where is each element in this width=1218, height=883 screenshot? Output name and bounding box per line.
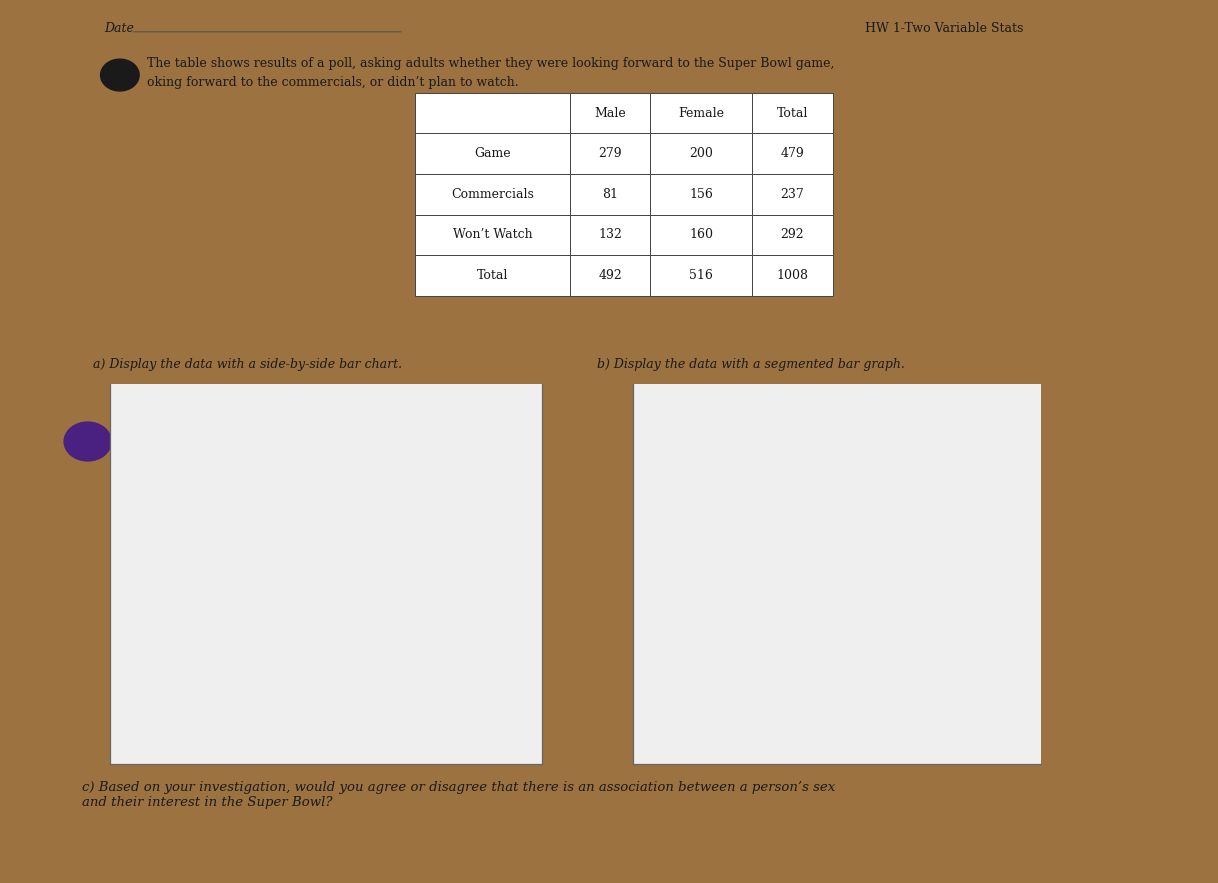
FancyBboxPatch shape [753,255,833,296]
FancyBboxPatch shape [414,93,570,133]
Text: Game: Game [474,147,510,160]
Text: HW 1-Two Variable Stats: HW 1-Two Variable Stats [865,22,1023,35]
Text: a) Display the data with a side-by-side bar chart.: a) Display the data with a side-by-side … [93,358,402,371]
Text: 160: 160 [689,229,714,241]
Text: 81: 81 [602,188,619,200]
Text: Date: Date [104,22,134,35]
Text: Female: Female [678,107,725,119]
Circle shape [101,59,139,91]
Text: 492: 492 [598,269,622,282]
FancyBboxPatch shape [753,133,833,174]
Text: Total: Total [476,269,508,282]
FancyBboxPatch shape [650,133,753,174]
Text: 479: 479 [781,147,804,160]
FancyBboxPatch shape [753,215,833,255]
Text: 1008: 1008 [776,269,809,282]
FancyBboxPatch shape [570,174,650,215]
Text: b) Display the data with a segmented bar graph.: b) Display the data with a segmented bar… [597,358,905,371]
Text: 279: 279 [598,147,622,160]
FancyBboxPatch shape [570,133,650,174]
Text: c) Based on your investigation, would you agree or disagree that there is an ass: c) Based on your investigation, would yo… [83,781,836,810]
FancyBboxPatch shape [753,93,833,133]
Text: Male: Male [594,107,626,119]
FancyBboxPatch shape [414,215,570,255]
FancyBboxPatch shape [414,174,570,215]
Text: Won’t Watch: Won’t Watch [453,229,532,241]
Text: 292: 292 [781,229,804,241]
FancyBboxPatch shape [650,93,753,133]
FancyBboxPatch shape [570,255,650,296]
Text: 237: 237 [781,188,804,200]
Text: oking forward to the commercials, or didn’t plan to watch.: oking forward to the commercials, or did… [146,76,519,89]
FancyBboxPatch shape [414,133,570,174]
Text: 156: 156 [689,188,714,200]
Text: The table shows results of a poll, asking adults whether they were looking forwa: The table shows results of a poll, askin… [146,57,834,71]
Text: 132: 132 [598,229,622,241]
FancyBboxPatch shape [650,174,753,215]
Text: Commercials: Commercials [451,188,533,200]
Text: 516: 516 [689,269,714,282]
FancyBboxPatch shape [753,174,833,215]
FancyBboxPatch shape [570,93,650,133]
Text: Total: Total [777,107,808,119]
FancyBboxPatch shape [650,215,753,255]
FancyBboxPatch shape [570,215,650,255]
Text: 200: 200 [689,147,714,160]
FancyBboxPatch shape [414,255,570,296]
Circle shape [65,422,111,461]
FancyBboxPatch shape [650,255,753,296]
